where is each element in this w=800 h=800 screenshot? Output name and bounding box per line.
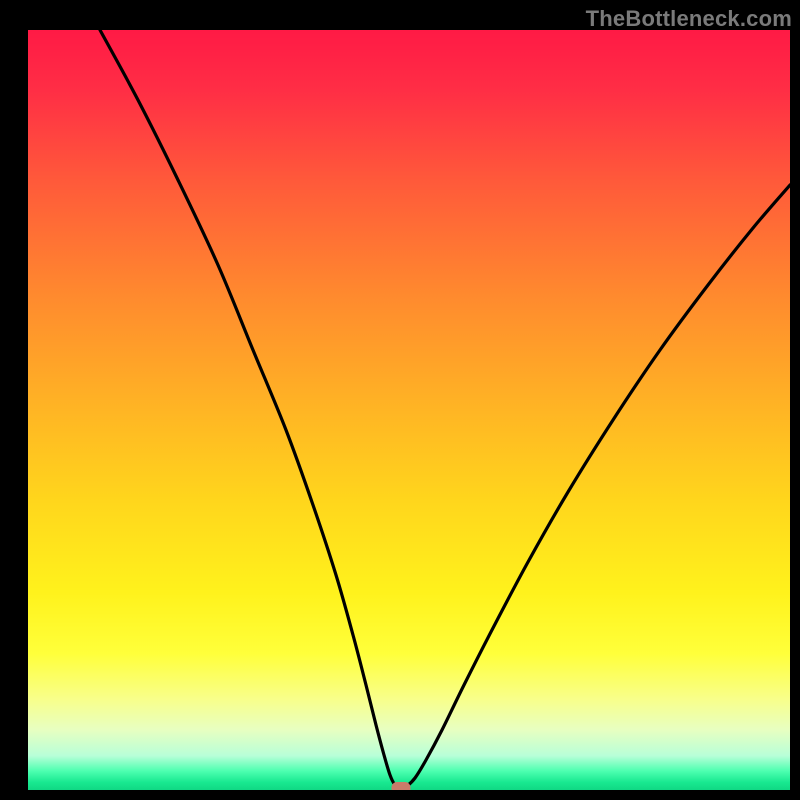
frame-bottom [0,790,800,800]
plot-area [28,30,790,790]
frame-right [790,0,800,800]
frame-left [0,0,28,800]
chart-root: TheBottleneck.com [0,0,800,800]
watermark-text: TheBottleneck.com [586,6,792,32]
optimum-marker [28,30,790,790]
